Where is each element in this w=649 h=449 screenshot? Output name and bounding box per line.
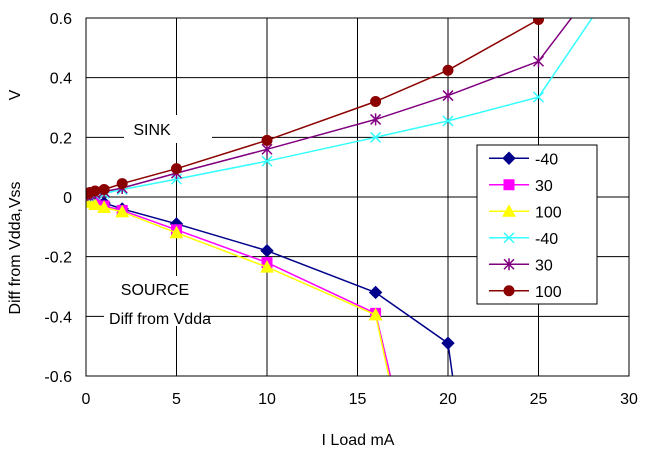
series-5-point-10	[533, 18, 544, 25]
legend-label-3: -40	[535, 231, 558, 248]
series-2-point-7	[260, 260, 274, 273]
legend-item-3: -40	[489, 231, 558, 248]
series-3-point-7	[261, 155, 273, 167]
series-4-point-8	[370, 113, 382, 126]
legend-marker-1	[503, 179, 515, 191]
sink-label: SINK	[133, 122, 171, 139]
series-4-point-10	[532, 55, 545, 68]
legend-marker-4	[503, 258, 515, 271]
legend-label-0: -40	[535, 151, 558, 168]
series-5-point-9	[442, 64, 454, 76]
legend-item-2: 100	[489, 204, 562, 221]
legend-marker-5	[503, 285, 515, 297]
y-tick-label-4: 0.2	[50, 130, 72, 147]
legend-label-5: 100	[535, 284, 562, 301]
legend-item-4: 30	[489, 257, 553, 274]
legend-label-4: 30	[535, 257, 553, 274]
series-5-point-4	[98, 184, 110, 196]
annotations: SINK SOURCE Diff from Vdda	[104, 115, 212, 328]
series-5-point-5	[116, 178, 128, 190]
legend-label-1: 30	[535, 178, 553, 195]
y-tick-label-6: 0.6	[50, 11, 72, 28]
x-tick-label-0: 0	[82, 391, 91, 408]
sink-label-background	[124, 115, 212, 143]
series-2-point-8	[368, 307, 383, 321]
y-tick-label-0: -0.6	[44, 369, 72, 386]
series-4-point-9	[442, 89, 454, 102]
series-0-point-7	[260, 243, 274, 258]
legend-marker-2	[502, 204, 516, 217]
series-0-point-8	[368, 285, 383, 300]
source-label-background	[104, 276, 204, 326]
x-tick-label-6: 30	[620, 391, 638, 408]
series-3-point-8	[370, 131, 382, 143]
legend-item-0: -40	[489, 151, 558, 168]
series-3-point-10	[532, 91, 545, 103]
y-tick-label-2: -0.2	[44, 250, 72, 267]
x-tick-label-4: 20	[439, 391, 457, 408]
series	[86, 18, 594, 376]
x-tick-label-5: 25	[530, 391, 548, 408]
source-label: SOURCE	[121, 282, 189, 299]
series-3-point-9	[442, 115, 454, 127]
y-axis-label-upper: V	[7, 89, 24, 100]
tick-labels: 0 5 10 15 20 25 30 -0.6 -0.4 -0.2 0 0.2 0.4 0.6	[44, 11, 638, 408]
y-axis-label-lower: Diff from Vdda,Vss	[7, 181, 24, 314]
series-0-point-9	[441, 336, 455, 350]
legend-marker-0	[502, 151, 516, 165]
series-5-point-7	[261, 134, 273, 146]
x-tick-label-2: 10	[258, 391, 276, 408]
legend-box	[476, 144, 598, 305]
x-tick-label-1: 5	[172, 391, 181, 408]
series-2-point-5	[115, 204, 130, 218]
y-tick-label-3: 0	[63, 190, 72, 207]
plot-border	[85, 17, 630, 377]
series-2-point-4	[97, 200, 111, 213]
legend: -40 30 100 -40 30 100	[476, 144, 598, 305]
series-5-point-6	[171, 163, 182, 175]
x-tick-label-3: 15	[349, 391, 367, 408]
x-axis-label: I Load mA	[322, 432, 395, 449]
series-2-point-6	[169, 225, 184, 239]
y-tick-label-1: -0.4	[44, 309, 72, 326]
source-note-label: Diff from Vdda	[109, 311, 211, 328]
series-2-point-3	[88, 197, 102, 210]
series-5-point-3	[89, 185, 101, 197]
y-tick-label-5: 0.4	[50, 71, 72, 88]
legend-item-5: 100	[489, 284, 562, 301]
series-sink-5	[86, 18, 545, 200]
series-5-point-8	[370, 96, 382, 108]
legend-item-1: 30	[489, 178, 553, 195]
legend-marker-3	[503, 232, 515, 244]
legend-label-2: 100	[535, 204, 562, 221]
